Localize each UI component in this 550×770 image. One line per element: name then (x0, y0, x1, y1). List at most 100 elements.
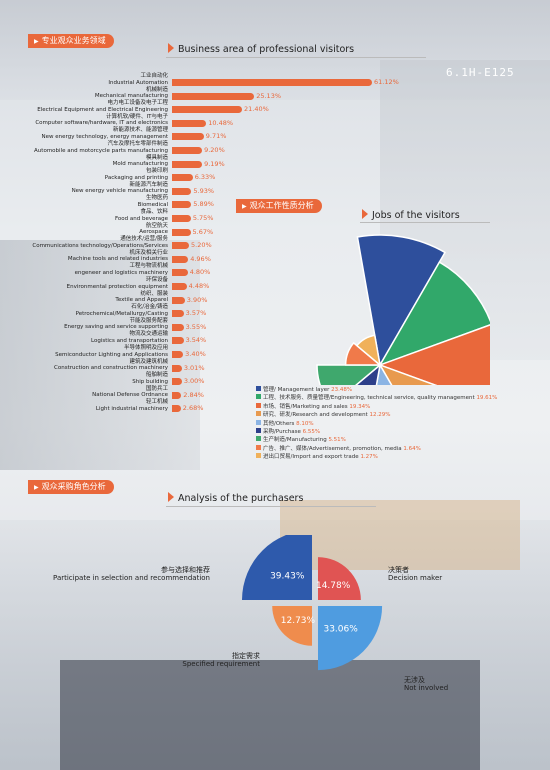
legend-label: 广告、推广、媒体/Advertisement, promotion, media (263, 445, 404, 452)
bar-category-label: 模具制造 Mold manufacturing (0, 155, 168, 168)
category-en: Environmental protection equipment (66, 283, 168, 290)
bar (172, 310, 184, 318)
quadrant-slice (318, 557, 361, 600)
category-en: Mechanical manufacturing (94, 93, 168, 100)
purchaser-label-en: Not involved (404, 684, 449, 692)
bar (172, 351, 184, 358)
bar-value-label: 3.40% (185, 350, 206, 358)
legend-swatch (256, 402, 261, 408)
arrow-icon (168, 43, 174, 53)
category-en: Petrochemical/Metallurgy/Casting (75, 310, 168, 317)
quadrant-value: 33.06% (323, 625, 358, 635)
category-en: Energy saving and service supporting (64, 324, 168, 331)
category-en: Computer software/hardware, IT and elect… (35, 120, 168, 127)
bar-value-label: 5.67% (192, 227, 214, 236)
quadrant-slice (242, 535, 312, 600)
arrow-icon (168, 492, 174, 502)
category-cn: 环保设备 (145, 277, 168, 283)
legend-swatch (256, 411, 261, 417)
category-cn: 通信技术/运营/服务 (120, 236, 168, 243)
bar-value-label: 5.75% (192, 214, 214, 222)
purchaser-label-cn: 参与选择和推荐 (161, 566, 210, 574)
bar (172, 133, 204, 141)
category-en: Light industrial machinery (95, 405, 168, 412)
bar (172, 364, 182, 372)
category-cn: 汽车及摩托车零部件制造 (107, 141, 168, 147)
legend-item: 工程、技术服务、质量管理/Engineering, technical serv… (256, 394, 497, 402)
legend-label: 市场、销售/Marketing and sales (263, 403, 350, 410)
bar (172, 106, 243, 114)
legend-item: 进出口贸易/Import and export trade 1.27% (256, 453, 497, 461)
category-cn: 轻工机械 (145, 399, 168, 406)
legend-value: 12.29% (369, 412, 391, 419)
quadrant-value: 12.73% (281, 616, 316, 626)
bar-value-label: 6.33% (194, 173, 216, 182)
purchaser-label-cn: 指定需求 (232, 652, 260, 660)
category-en: Logistics and transportation (91, 337, 168, 344)
quadrant-value: 14.78% (316, 581, 351, 591)
bar (172, 160, 203, 168)
bar-category-label: 半导体照明及应用 Semiconductor Lighting and Appli… (0, 345, 168, 358)
bar-category-label: 包装印刷 Packaging and printing (0, 168, 168, 181)
category-cn: 生物医药 (145, 195, 168, 202)
legend-item: 管理/ Management layer 23.48% (256, 386, 497, 394)
rose-slice (378, 261, 490, 367)
legend-value: 6.55% (302, 429, 321, 436)
legend-swatch (256, 444, 261, 450)
bar-category-label: 工程与物流机械 engeneer and logistics machinery (0, 263, 168, 276)
bar (172, 92, 255, 100)
bar-category-label: 航空航天 Aerospace (0, 223, 168, 236)
section1-en-text: Business area of professional visitors (178, 44, 355, 55)
bar (172, 187, 192, 195)
legend-label: 进出口贸易/Import and export trade (263, 454, 361, 461)
bar-category-label: 汽车及摩托车零部件制造 Automobile and motorcycle par… (0, 141, 168, 154)
category-en: Construction and construction machinery (54, 365, 168, 372)
legend-value: 5.51% (328, 437, 346, 444)
bar-category-label: 石化/冶金/铸造 Petrochemical/Metallurgy/Casting (0, 304, 168, 317)
legend-value: 19.61% (476, 395, 498, 402)
bar (172, 378, 182, 386)
bar (172, 215, 191, 222)
category-en: engeneer and logistics machinery (74, 269, 168, 276)
purchaser-label-en: Specified requirement (182, 660, 260, 668)
jobs-legend: 管理/ Management layer 23.48% 工程、技术服务、质量管理/… (256, 386, 497, 462)
purchaser-label-cn: 无涉及 (404, 676, 425, 684)
category-cn: 工程与物流机械 (129, 263, 168, 270)
bar-value-label: 25.13% (256, 91, 282, 100)
rose-slice (355, 334, 382, 367)
legend-label: 工程、技术服务、质量管理/Engineering, technical serv… (263, 395, 477, 402)
legend-item: 其他/Others 8.10% (256, 419, 497, 428)
purchasers-chart: 39.43% 14.78% 33.06% 12.73% (242, 535, 383, 671)
bar-value-label: 3.55% (185, 322, 207, 331)
bar-value-label: 9.71% (205, 132, 227, 141)
heading-rule (166, 57, 426, 58)
category-cn: 模具制造 (145, 154, 168, 161)
section3-cn-title: 观众采购角色分析 (28, 480, 114, 494)
legend-swatch (256, 428, 261, 434)
section2-en-text: Jobs of the visitors (372, 210, 460, 221)
legend-label: 其他/Others (263, 420, 297, 427)
category-cn: 包装印刷 (145, 168, 168, 175)
bar-category-label: 生物医药 Biomedical (0, 195, 168, 208)
category-cn: 机械制造 (145, 86, 168, 93)
rose-slice (356, 234, 447, 368)
legend-item: 广告、推广、媒体/Advertisement, promotion, media… (256, 444, 497, 453)
bar-category-label: 轻工机械 Light industrial machinery (0, 399, 168, 412)
category-en: Automobile and motorcycle parts manufact… (34, 147, 168, 154)
category-en: Biomedical (137, 201, 168, 208)
heading-rule (166, 506, 376, 507)
legend-value: 1.27% (360, 454, 378, 461)
legend-swatch (256, 386, 261, 391)
bar-value-label: 3.01% (183, 363, 205, 372)
legend-value: 8.10% (296, 420, 314, 427)
legend-label: 生产制造/Manufacturing (263, 437, 329, 444)
bar-category-label: 新能源技术、能源管理 New energy technology, energy … (0, 127, 168, 140)
purchaser-label-en: Decision maker (388, 574, 443, 582)
bar-category-label: 机床及相关行业 Machine tools and related industr… (0, 250, 168, 263)
section3-en-title: Analysis of the purchasers (168, 492, 303, 504)
legend-item: 生产制造/Manufacturing 5.51% (256, 436, 497, 444)
purchaser-label-cn: 决策者 (388, 566, 409, 574)
category-cn: 计算机软/硬件、IT与电子 (106, 113, 168, 120)
category-cn: 机床及相关行业 (129, 249, 168, 256)
bar-value-label: 4.48% (188, 282, 210, 290)
